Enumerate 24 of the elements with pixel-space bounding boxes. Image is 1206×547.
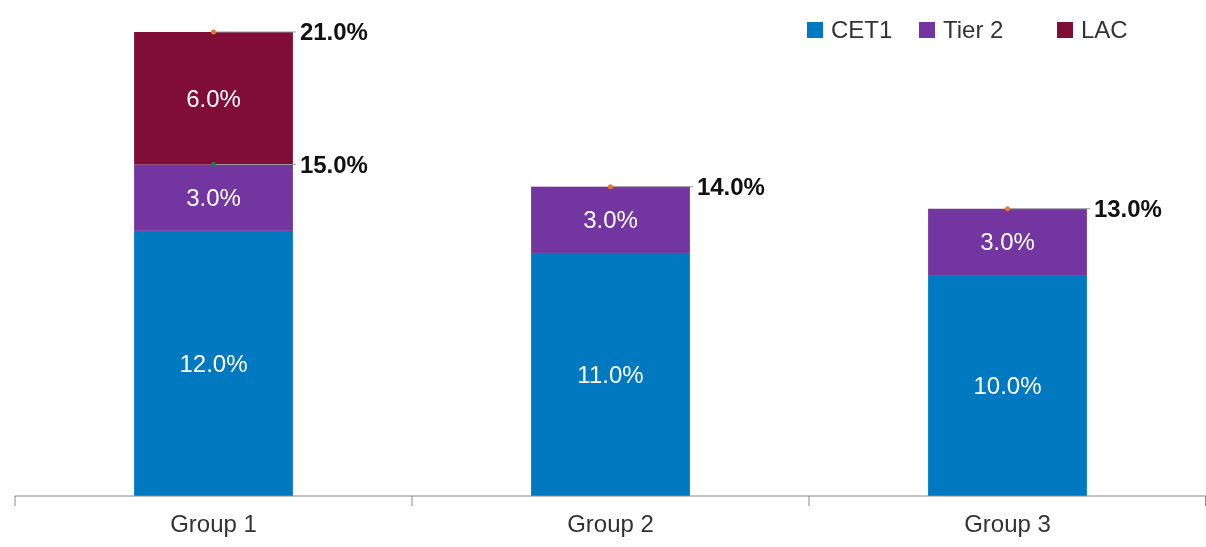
data-label: 3.0%: [980, 228, 1035, 256]
bar: [531, 186, 690, 253]
total-label: 13.0%: [1093, 195, 1162, 223]
legend-label: LAC: [1081, 16, 1128, 44]
bar: [134, 32, 293, 165]
bar: [928, 208, 1087, 276]
data-label: 10.0%: [973, 371, 1042, 399]
data-label: 3.0%: [583, 206, 638, 234]
total-label: 14.0%: [696, 173, 765, 201]
legend-label: CET1: [831, 16, 893, 44]
bar: [928, 275, 1087, 496]
total-label: 21.0%: [299, 18, 368, 46]
bar: [531, 252, 690, 496]
data-label: 6.0%: [186, 84, 241, 112]
annotation: 15.0%: [299, 150, 368, 178]
data-label: 12.0%: [179, 349, 248, 377]
bar: [134, 164, 293, 231]
x-tick-label: Group 3: [964, 510, 1051, 537]
data-label: 11.0%: [577, 360, 644, 388]
bar: [134, 230, 293, 496]
x-tick-label: Group 1: [170, 510, 257, 537]
x-tick-label: Group 2: [567, 510, 654, 537]
data-label: 3.0%: [186, 184, 241, 212]
legend-label: Tier 2: [943, 16, 1004, 44]
